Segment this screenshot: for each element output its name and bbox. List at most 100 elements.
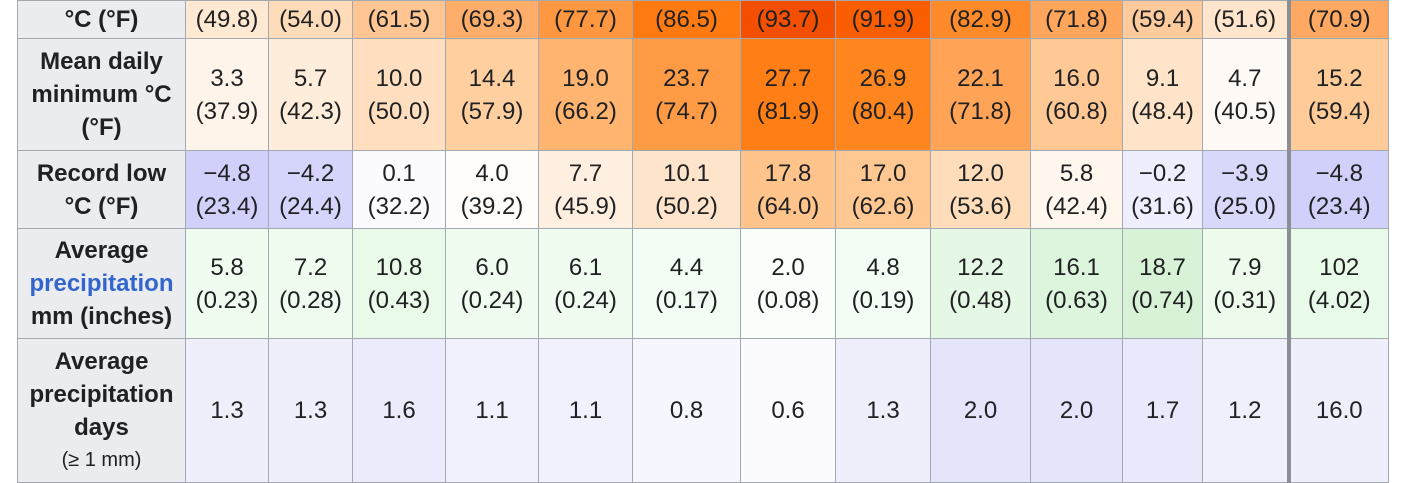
data-cell: 1.2 xyxy=(1202,338,1289,483)
cell-line: 1.3 xyxy=(866,397,900,424)
data-cell: (54.0) xyxy=(268,0,353,39)
data-cell: 10.8 (0.43) xyxy=(352,228,446,339)
data-cell: 5.8 (42.4) xyxy=(1030,150,1123,229)
cell-line: (50.0) xyxy=(367,97,431,125)
table-body: °C (°F) (49.8) (54.0) (61.5) (69.3) (77.7) (86… xyxy=(17,0,1389,483)
data-cell: 4.7 (40.5) xyxy=(1202,38,1289,151)
data-cell: (51.6) xyxy=(1202,0,1289,39)
data-cell: −3.9 (25.0) xyxy=(1202,150,1289,229)
data-cell: 7.9 (0.31) xyxy=(1202,228,1289,339)
cell-line: 0.6 xyxy=(771,397,805,424)
data-cell: 2.0 (0.08) xyxy=(740,228,836,339)
data-cell: (61.5) xyxy=(352,0,446,39)
data-cell: 17.8 (64.0) xyxy=(740,150,836,229)
cell-line: (0.43) xyxy=(367,286,431,314)
data-cell: 15.2 (59.4) xyxy=(1286,38,1389,151)
cell-line: 9.1 xyxy=(1145,64,1180,92)
cell-line: 0.8 xyxy=(669,397,704,424)
data-cell: −0.2 (31.6) xyxy=(1122,150,1203,229)
cell-line: (60.8) xyxy=(1045,97,1108,125)
cell-line: 22.1 xyxy=(957,64,1004,92)
cell-line: (77.7) xyxy=(554,6,617,33)
data-cell: 10.1 (50.2) xyxy=(632,150,741,229)
cell-line: 4.0 xyxy=(475,159,509,187)
cell-line: 1.3 xyxy=(293,397,328,424)
cell-line: (23.4) xyxy=(195,192,259,220)
cell-line: (82.9) xyxy=(949,6,1012,33)
data-cell: 1.1 xyxy=(445,338,539,483)
cell-line: Average xyxy=(54,237,149,264)
cell-line: (53.6) xyxy=(949,192,1012,220)
cell-line: 2.0 xyxy=(1059,397,1094,424)
cell-line: 10.1 xyxy=(663,159,710,187)
cell-line: −4.8 xyxy=(1315,159,1363,187)
cell-line: (54.0) xyxy=(279,6,342,33)
cell-line: (42.4) xyxy=(1045,192,1108,220)
table-row: Average precipitation mm (inches) 5.8 (0.23)… xyxy=(17,228,1389,339)
data-cell: 10.0 (50.0) xyxy=(352,38,446,151)
data-cell: 16.1 (0.63) xyxy=(1030,228,1123,339)
cell-line: (59.4) xyxy=(1307,97,1371,125)
data-cell: −4.2 (24.4) xyxy=(268,150,353,229)
data-cell: 4.4 (0.17) xyxy=(632,228,741,339)
data-cell: 1.6 xyxy=(352,338,446,483)
cell-line: 6.1 xyxy=(568,253,603,281)
cell-line: (0.17) xyxy=(655,286,718,314)
data-cell: 0.6 xyxy=(740,338,836,483)
data-cell: 7.7 (45.9) xyxy=(538,150,633,229)
data-cell: 6.1 (0.24) xyxy=(538,228,633,339)
cell-line: (69.3) xyxy=(460,6,524,33)
cell-line: 1.3 xyxy=(210,397,244,424)
data-cell: 23.7 (74.7) xyxy=(632,38,741,151)
cell-line: 102 xyxy=(1319,253,1360,281)
row-header: Average precipitation mm (inches) xyxy=(17,228,186,339)
table-row: Record low °C (°F) −4.8 (23.4) −4.2 (24.4) 0.1… xyxy=(17,150,1389,229)
table-row: Mean daily minimum °C (°F) 3.3 (37.9) 5.7 (42.… xyxy=(17,38,1389,151)
cell-line: 12.2 xyxy=(957,253,1004,281)
data-cell: 22.1 (71.8) xyxy=(930,38,1031,151)
data-cell: 1.7 xyxy=(1122,338,1203,483)
data-cell: 12.2 (0.48) xyxy=(930,228,1031,339)
cell-line: 3.3 xyxy=(210,64,244,92)
cell-line: (86.5) xyxy=(655,6,718,33)
data-cell: 14.4 (57.9) xyxy=(445,38,539,151)
data-cell: 7.2 (0.28) xyxy=(268,228,353,339)
data-cell: (49.8) xyxy=(185,0,269,39)
climate-table: °C (°F) (49.8) (54.0) (61.5) (69.3) (77.7) (86… xyxy=(17,0,1389,483)
cell-line: minimum °C xyxy=(31,81,172,108)
cell-line: (0.31) xyxy=(1213,286,1277,314)
cell-line: 1.2 xyxy=(1228,397,1262,424)
data-cell: 102 (4.02) xyxy=(1286,228,1389,339)
cell-line: (64.0) xyxy=(756,192,820,220)
cell-line: 7.9 xyxy=(1228,253,1262,281)
cell-line: 0.1 xyxy=(382,159,416,187)
cell-line: (24.4) xyxy=(279,192,342,220)
data-cell: (91.9) xyxy=(835,0,931,39)
cell-line: 5.7 xyxy=(293,64,328,92)
cell-line: 1.6 xyxy=(382,397,416,424)
row-header: Average precipitation days (≥ 1 mm) xyxy=(17,338,186,483)
data-cell: 16.0 xyxy=(1286,338,1389,483)
data-cell: 27.7 (81.9) xyxy=(740,38,836,151)
data-cell: 1.3 xyxy=(835,338,931,483)
cell-line: Average xyxy=(54,347,149,375)
cell-line: (45.9) xyxy=(554,192,617,220)
cell-line: (71.8) xyxy=(949,97,1012,125)
data-cell: −4.8 (23.4) xyxy=(1286,150,1389,229)
cell-line: 2.0 xyxy=(963,397,998,424)
data-cell: (86.5) xyxy=(632,0,741,39)
cell-line: (57.9) xyxy=(460,97,524,125)
cell-line: precipitation xyxy=(29,270,174,297)
row-header: °C (°F) xyxy=(17,0,186,39)
cell-line: (37.9) xyxy=(195,97,259,125)
cell-line: −4.2 xyxy=(286,159,335,187)
cell-line: (32.2) xyxy=(367,192,431,220)
cell-line: 23.7 xyxy=(663,64,710,92)
cell-line: Mean daily xyxy=(40,48,163,75)
data-cell: 3.3 (37.9) xyxy=(185,38,269,151)
cell-line: (66.2) xyxy=(554,97,617,125)
data-cell: 4.8 (0.19) xyxy=(835,228,931,339)
table-row: Average precipitation days (≥ 1 mm) 1.3 1.3 1.… xyxy=(17,338,1389,483)
cell-line: (0.28) xyxy=(279,286,342,314)
cell-line: °C (°F) xyxy=(64,192,139,220)
